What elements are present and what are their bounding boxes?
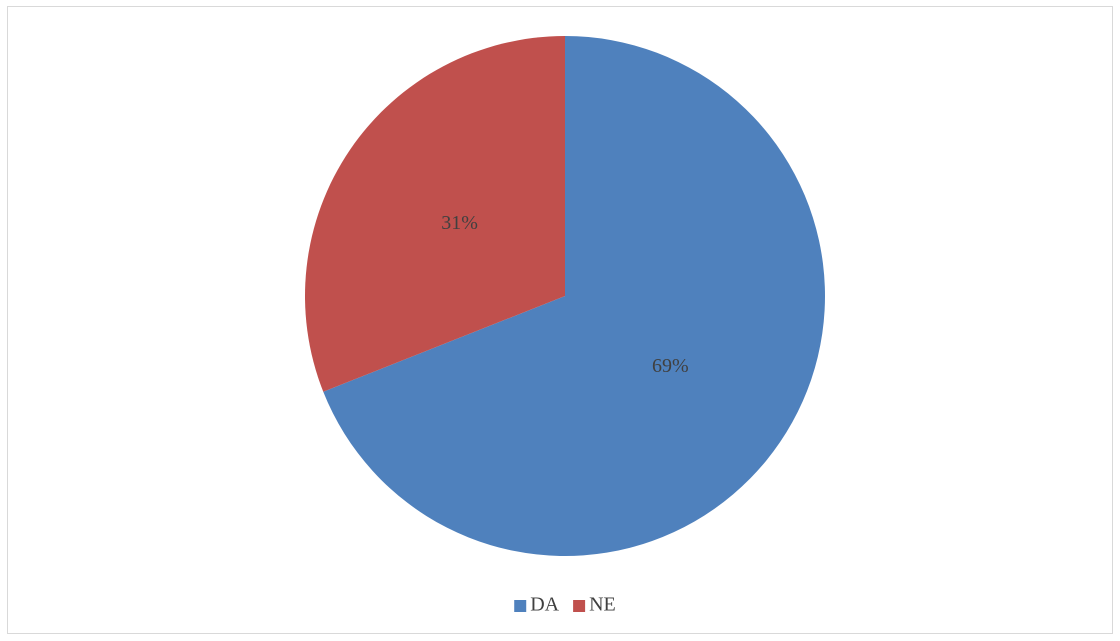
legend-swatch	[514, 600, 527, 612]
legend-swatch	[573, 600, 586, 612]
pie-slice	[305, 36, 565, 392]
legend-label: NE	[589, 594, 616, 616]
data-label: 69%	[652, 355, 689, 377]
data-label: 31%	[441, 212, 478, 234]
pie-slice	[323, 36, 825, 556]
legend-label: DA	[530, 594, 559, 616]
